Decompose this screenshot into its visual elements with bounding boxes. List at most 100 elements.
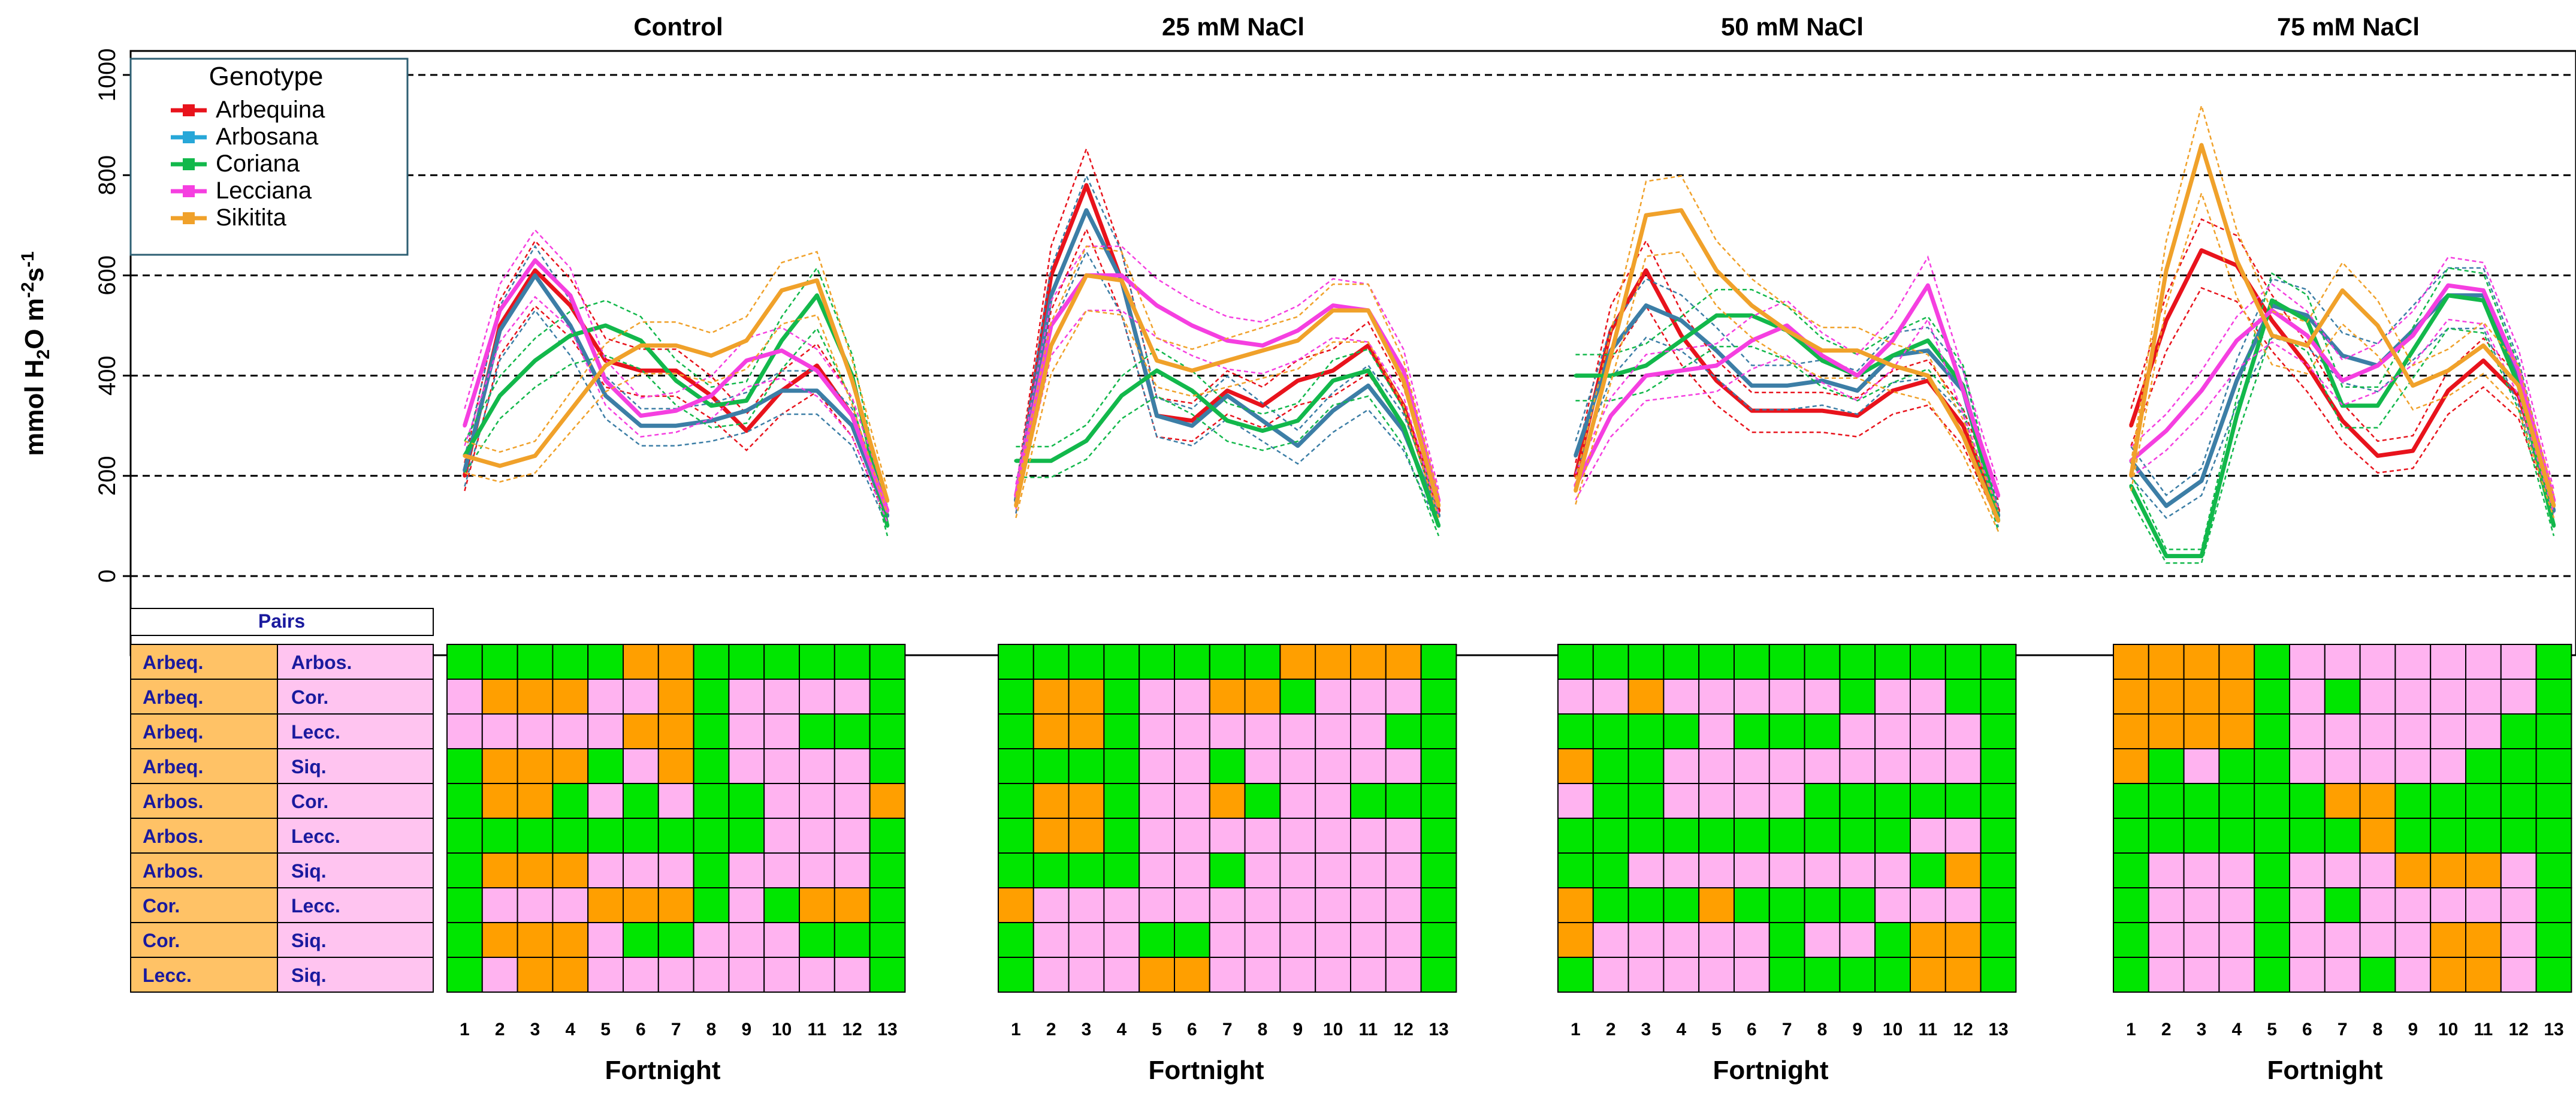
significance-cell <box>1627 713 1665 749</box>
data-point-sikitita <box>2376 324 2379 327</box>
data-point-coriana <box>1714 314 1719 318</box>
significance-cell <box>693 783 730 819</box>
data-point-lecciana <box>815 369 819 373</box>
ci-upper-lecciana <box>1575 255 2000 485</box>
significance-cell <box>2289 783 2326 819</box>
ci-lower-sikitita <box>1015 309 1440 519</box>
significance-cell <box>1663 783 1700 819</box>
data-point-coriana <box>1331 378 1335 382</box>
significance-cell <box>833 818 871 854</box>
significance-cell <box>657 852 694 888</box>
significance-cell <box>2218 887 2255 923</box>
x-tick-label: 10 <box>772 1020 792 1039</box>
data-point-coriana <box>1891 354 1895 358</box>
significance-cell <box>1244 679 1281 715</box>
significance-cell <box>1874 644 1911 680</box>
significance-cell <box>1032 783 1070 819</box>
data-point-coriana <box>1820 358 1824 363</box>
data-point-sikitita <box>2129 474 2133 478</box>
significance-cell <box>1663 713 1700 749</box>
legend-marker <box>183 131 195 143</box>
significance-cell <box>998 922 1034 958</box>
data-point-coriana <box>1190 388 1194 393</box>
y-label-sub-2: 2 <box>34 349 53 360</box>
significance-cell <box>481 957 518 993</box>
data-point-coriana <box>2234 414 2239 418</box>
significance-cell <box>693 713 730 749</box>
significance-cell <box>1315 818 1351 854</box>
significance-cell <box>1734 818 1770 854</box>
data-point-sikitita <box>2446 369 2450 373</box>
x-tick-label: 11 <box>2474 1020 2493 1039</box>
significance-cell <box>1420 818 1457 854</box>
significance-cell <box>2289 713 2326 749</box>
pair-second-label: Cor. <box>291 791 328 812</box>
significance-cell <box>552 922 589 958</box>
significance-cell <box>1420 713 1457 749</box>
significance-cell <box>1874 679 1911 715</box>
significance-cell <box>763 852 800 888</box>
pair-first-cell <box>130 644 278 680</box>
significance-cell <box>833 887 871 923</box>
x-tick-label: 11 <box>808 1020 827 1039</box>
pair-row: Arbeq. Siq. <box>130 748 434 784</box>
significance-cell <box>446 957 483 993</box>
ci-upper-arbosana <box>1575 278 2000 507</box>
legend-label: Lecciana <box>216 177 312 204</box>
significance-cell <box>623 818 659 854</box>
legend-item-arbosana: Arbosana <box>171 123 319 150</box>
significance-cell <box>1734 748 1770 784</box>
data-point-arbosana <box>1085 208 1088 212</box>
x-tick-label: 10 <box>2438 1020 2458 1039</box>
significance-cell <box>1910 922 1946 958</box>
significance-cell <box>1944 783 1982 819</box>
significance-cell <box>1874 748 1911 784</box>
significance-cell <box>763 922 800 958</box>
significance-cell <box>2324 713 2361 749</box>
data-point-lecciana <box>1119 273 1124 278</box>
significance-cell <box>1032 713 1070 749</box>
data-point-coriana <box>533 358 537 363</box>
data-point-sikitita <box>1437 504 1440 508</box>
legend-marker <box>183 158 195 170</box>
data-point-arbequina <box>1820 409 1824 413</box>
significance-grid-panel-1 <box>998 644 1457 993</box>
pairs-header: Pairs <box>258 610 305 632</box>
x-tick-label: 5 <box>1711 1020 1722 1039</box>
pair-second-cell <box>277 852 434 888</box>
significance-cell <box>1557 887 1594 923</box>
significance-cell <box>623 644 659 680</box>
significance-cell <box>1385 748 1422 784</box>
significance-cell <box>1350 887 1387 923</box>
significance-cell <box>1279 783 1316 819</box>
significance-cell <box>728 713 765 749</box>
significance-cell <box>1592 713 1629 749</box>
significance-cell <box>1174 644 1210 680</box>
significance-cell <box>1068 922 1105 958</box>
significance-cell <box>1244 713 1281 749</box>
significance-cell <box>2218 713 2255 749</box>
significance-cell <box>2148 957 2185 993</box>
significance-cell <box>693 887 730 923</box>
significance-cell <box>517 644 554 680</box>
significance-cell <box>2535 713 2572 749</box>
data-point-arbosana <box>1820 378 1824 382</box>
ci-upper-sikitita <box>1015 245 1440 496</box>
significance-cell <box>1944 852 1982 888</box>
data-point-lecciana <box>1331 303 1335 308</box>
significance-cell <box>1804 922 1841 958</box>
data-point-lecciana <box>1997 494 2000 498</box>
x-axis-label-75mm: Fortnight <box>2267 1056 2382 1085</box>
x-tick-label: 13 <box>877 1020 897 1039</box>
x-tick-label: 12 <box>842 1020 862 1039</box>
significance-cell <box>446 713 483 749</box>
data-point-lecciana <box>1926 284 1930 288</box>
data-point-sikitita <box>463 454 467 458</box>
significance-cell <box>1874 887 1911 923</box>
panel-title-75mm: 75 mM NaCl <box>2277 13 2420 41</box>
significance-cell <box>1209 783 1246 819</box>
significance-cell <box>517 887 554 923</box>
significance-cell <box>657 957 694 993</box>
significance-cell <box>1385 783 1422 819</box>
panel-2-series <box>1573 175 2001 532</box>
